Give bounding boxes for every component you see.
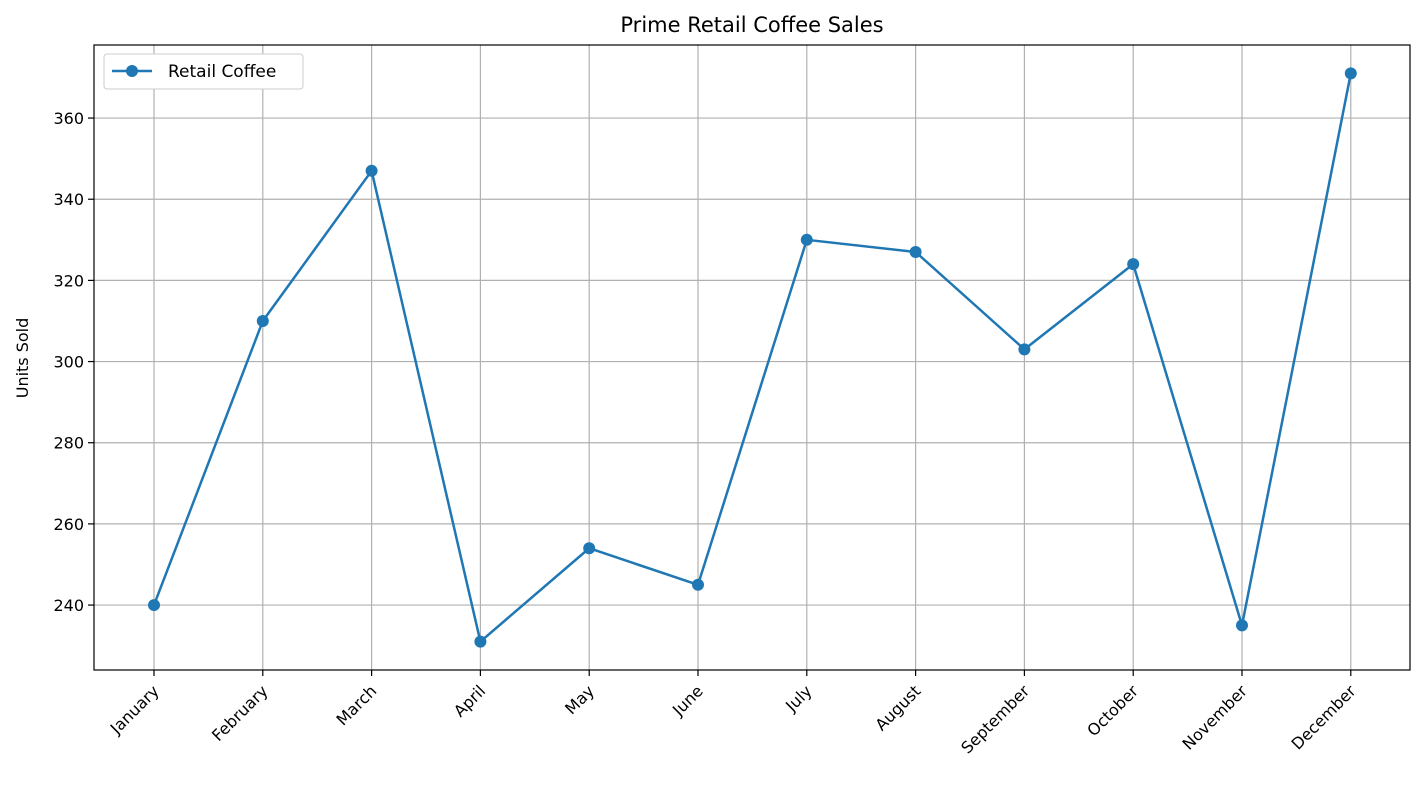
x-tick-label: February xyxy=(208,681,272,745)
data-point xyxy=(692,578,704,591)
y-tick-label: 280 xyxy=(53,434,84,453)
x-axis: January February March April May June July Augu… xyxy=(106,670,1360,757)
legend-marker-swatch xyxy=(126,65,138,77)
data-point xyxy=(583,542,596,555)
legend-label: Retail Coffee xyxy=(168,62,276,82)
y-tick-label: 260 xyxy=(53,515,84,534)
legend: Retail Coffee xyxy=(103,53,304,90)
x-tick-label: June xyxy=(668,681,707,720)
x-tick-label: May xyxy=(561,681,598,718)
x-tick-label: August xyxy=(871,681,924,734)
y-tick-label: 240 xyxy=(53,596,84,615)
y-tick-label: 300 xyxy=(53,353,84,372)
x-tick-label: April xyxy=(450,681,489,720)
series-layer xyxy=(148,67,1357,648)
y-tick-label: 320 xyxy=(53,271,84,290)
data-point xyxy=(1236,619,1248,632)
x-tick-label: March xyxy=(332,681,380,729)
x-tick-label: December xyxy=(1288,681,1360,753)
y-axis: 240 260 280 300 320 340 360 xyxy=(53,109,94,615)
plot-frame xyxy=(93,44,1411,671)
data-point xyxy=(909,245,922,258)
data-point xyxy=(474,635,487,648)
data-point xyxy=(256,314,269,327)
legend-box xyxy=(103,53,304,90)
x-tick-label: July xyxy=(781,681,815,715)
series-line xyxy=(152,73,1353,643)
data-point xyxy=(148,599,160,612)
y-tick-label: 340 xyxy=(53,190,84,209)
x-tick-label: January xyxy=(106,681,163,738)
data-point xyxy=(1018,343,1031,356)
data-point xyxy=(365,164,378,177)
x-tick-label: October xyxy=(1083,681,1142,740)
y-tick-label: 360 xyxy=(53,109,84,128)
data-point xyxy=(1344,67,1357,80)
x-tick-label: November xyxy=(1179,681,1252,754)
data-point xyxy=(1127,258,1140,271)
grid-lines xyxy=(94,45,1410,670)
data-point xyxy=(800,233,813,246)
chart-title: Prime Retail Coffee Sales xyxy=(620,13,883,37)
x-tick-label: September xyxy=(957,681,1033,757)
y-axis-label: Units Sold xyxy=(13,318,32,399)
